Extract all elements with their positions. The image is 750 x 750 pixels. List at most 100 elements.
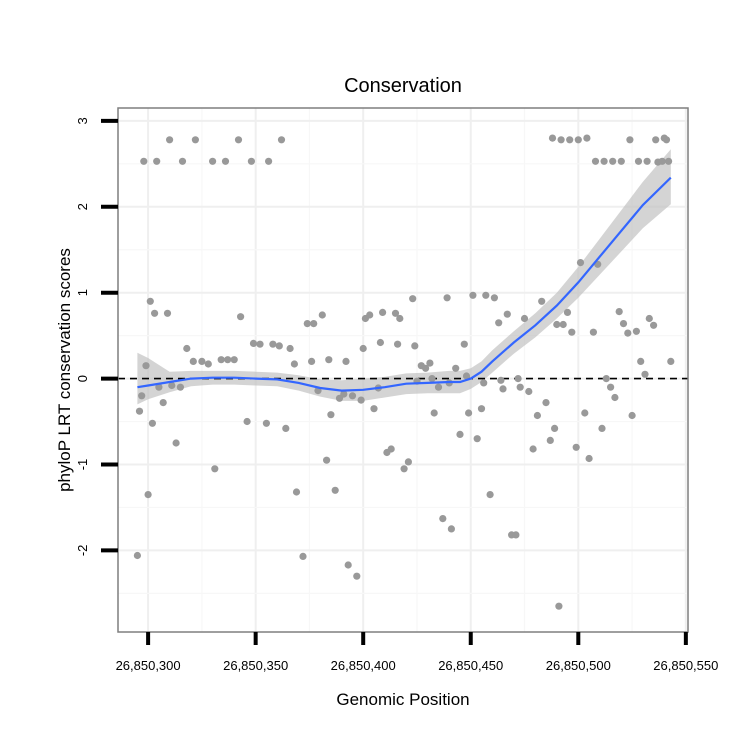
data-point [660,134,668,142]
data-point [209,157,217,165]
data-point [469,291,477,299]
data-point [221,157,230,165]
data-point [411,342,419,350]
x-tick-label: 26,850,450 [438,658,503,673]
data-point [643,157,651,165]
data-point [486,491,494,499]
data-point [542,399,550,407]
y-tick-label: 2 [75,203,90,210]
x-tick-label: 26,850,350 [223,658,288,673]
data-point [348,392,357,400]
data-point [275,342,283,350]
data-point [404,458,412,466]
data-point [308,357,316,365]
data-point [652,136,660,144]
data-point [211,465,219,473]
data-point [585,454,593,463]
data-point [665,157,673,165]
data-point [443,294,451,302]
data-point [516,383,524,391]
data-point [230,356,238,364]
data-point [465,409,473,417]
data-point [310,320,318,328]
data-point [265,157,273,165]
y-axis: -2 -1 0 1 2 3 [75,117,118,556]
y-tick-label: 0 [75,375,90,382]
data-point [327,411,335,419]
data-point [607,383,615,391]
data-point [303,320,311,328]
data-point [572,443,580,451]
data-point [514,375,522,383]
grid [118,108,688,632]
data-point [600,157,608,165]
data-point [396,314,404,323]
data-point [548,134,557,142]
data-point [477,405,486,413]
data-point [262,419,270,427]
data-point [323,456,331,464]
data-point [217,356,225,364]
data-point [568,328,576,336]
data-point [357,396,365,404]
data-point [148,419,156,427]
data-point [176,383,184,391]
data-point [292,488,301,496]
data-point [628,411,636,420]
data-point [555,602,563,610]
data-point [624,329,632,337]
x-tick-label: 26,850,300 [116,658,181,673]
data-point [460,340,468,348]
data-point [615,308,623,316]
data-point [189,357,197,365]
data-point [256,340,264,348]
data-point [422,364,430,372]
data-point [409,295,417,303]
data-point [576,259,585,267]
data-point [598,424,606,432]
data-point [497,376,505,384]
data-point [658,157,666,165]
data-point [146,297,154,305]
data-point [439,515,447,523]
chart-title: Conservation [344,75,462,97]
data-point [525,387,533,396]
data-point [503,310,511,318]
data-point [144,491,152,499]
data-point [340,390,348,398]
smooth-layer [137,176,672,392]
data-point [520,314,529,323]
data-point [299,552,307,561]
data-point [353,572,361,580]
data-point [632,327,641,335]
data-point [172,439,180,447]
data-point [204,360,212,368]
data-point [462,372,471,380]
x-axis: 26,850,300 26,850,350 26,850,400 26,850,450… [116,632,718,673]
data-point [611,393,619,402]
data-point [609,157,617,165]
data-point [430,409,438,417]
data-point [591,157,600,165]
x-tick-label: 26,850,550 [653,658,718,673]
data-point [434,383,443,391]
data-point [533,411,542,420]
panel-background [118,108,688,632]
points-layer [133,134,675,610]
data-point [559,320,567,329]
data-point [583,134,591,142]
data-point [359,344,367,353]
data-point [370,405,378,413]
data-point [641,370,649,378]
data-point [376,338,384,347]
data-point [538,297,546,305]
data-point [138,392,146,400]
x-tick-label: 26,850,500 [546,658,611,673]
x-tick-label: 26,850,400 [331,658,396,673]
data-point [566,136,574,144]
data-point [277,136,286,144]
data-point [135,407,144,415]
data-point [387,445,395,453]
data-point [183,344,191,353]
data-point [237,313,245,321]
